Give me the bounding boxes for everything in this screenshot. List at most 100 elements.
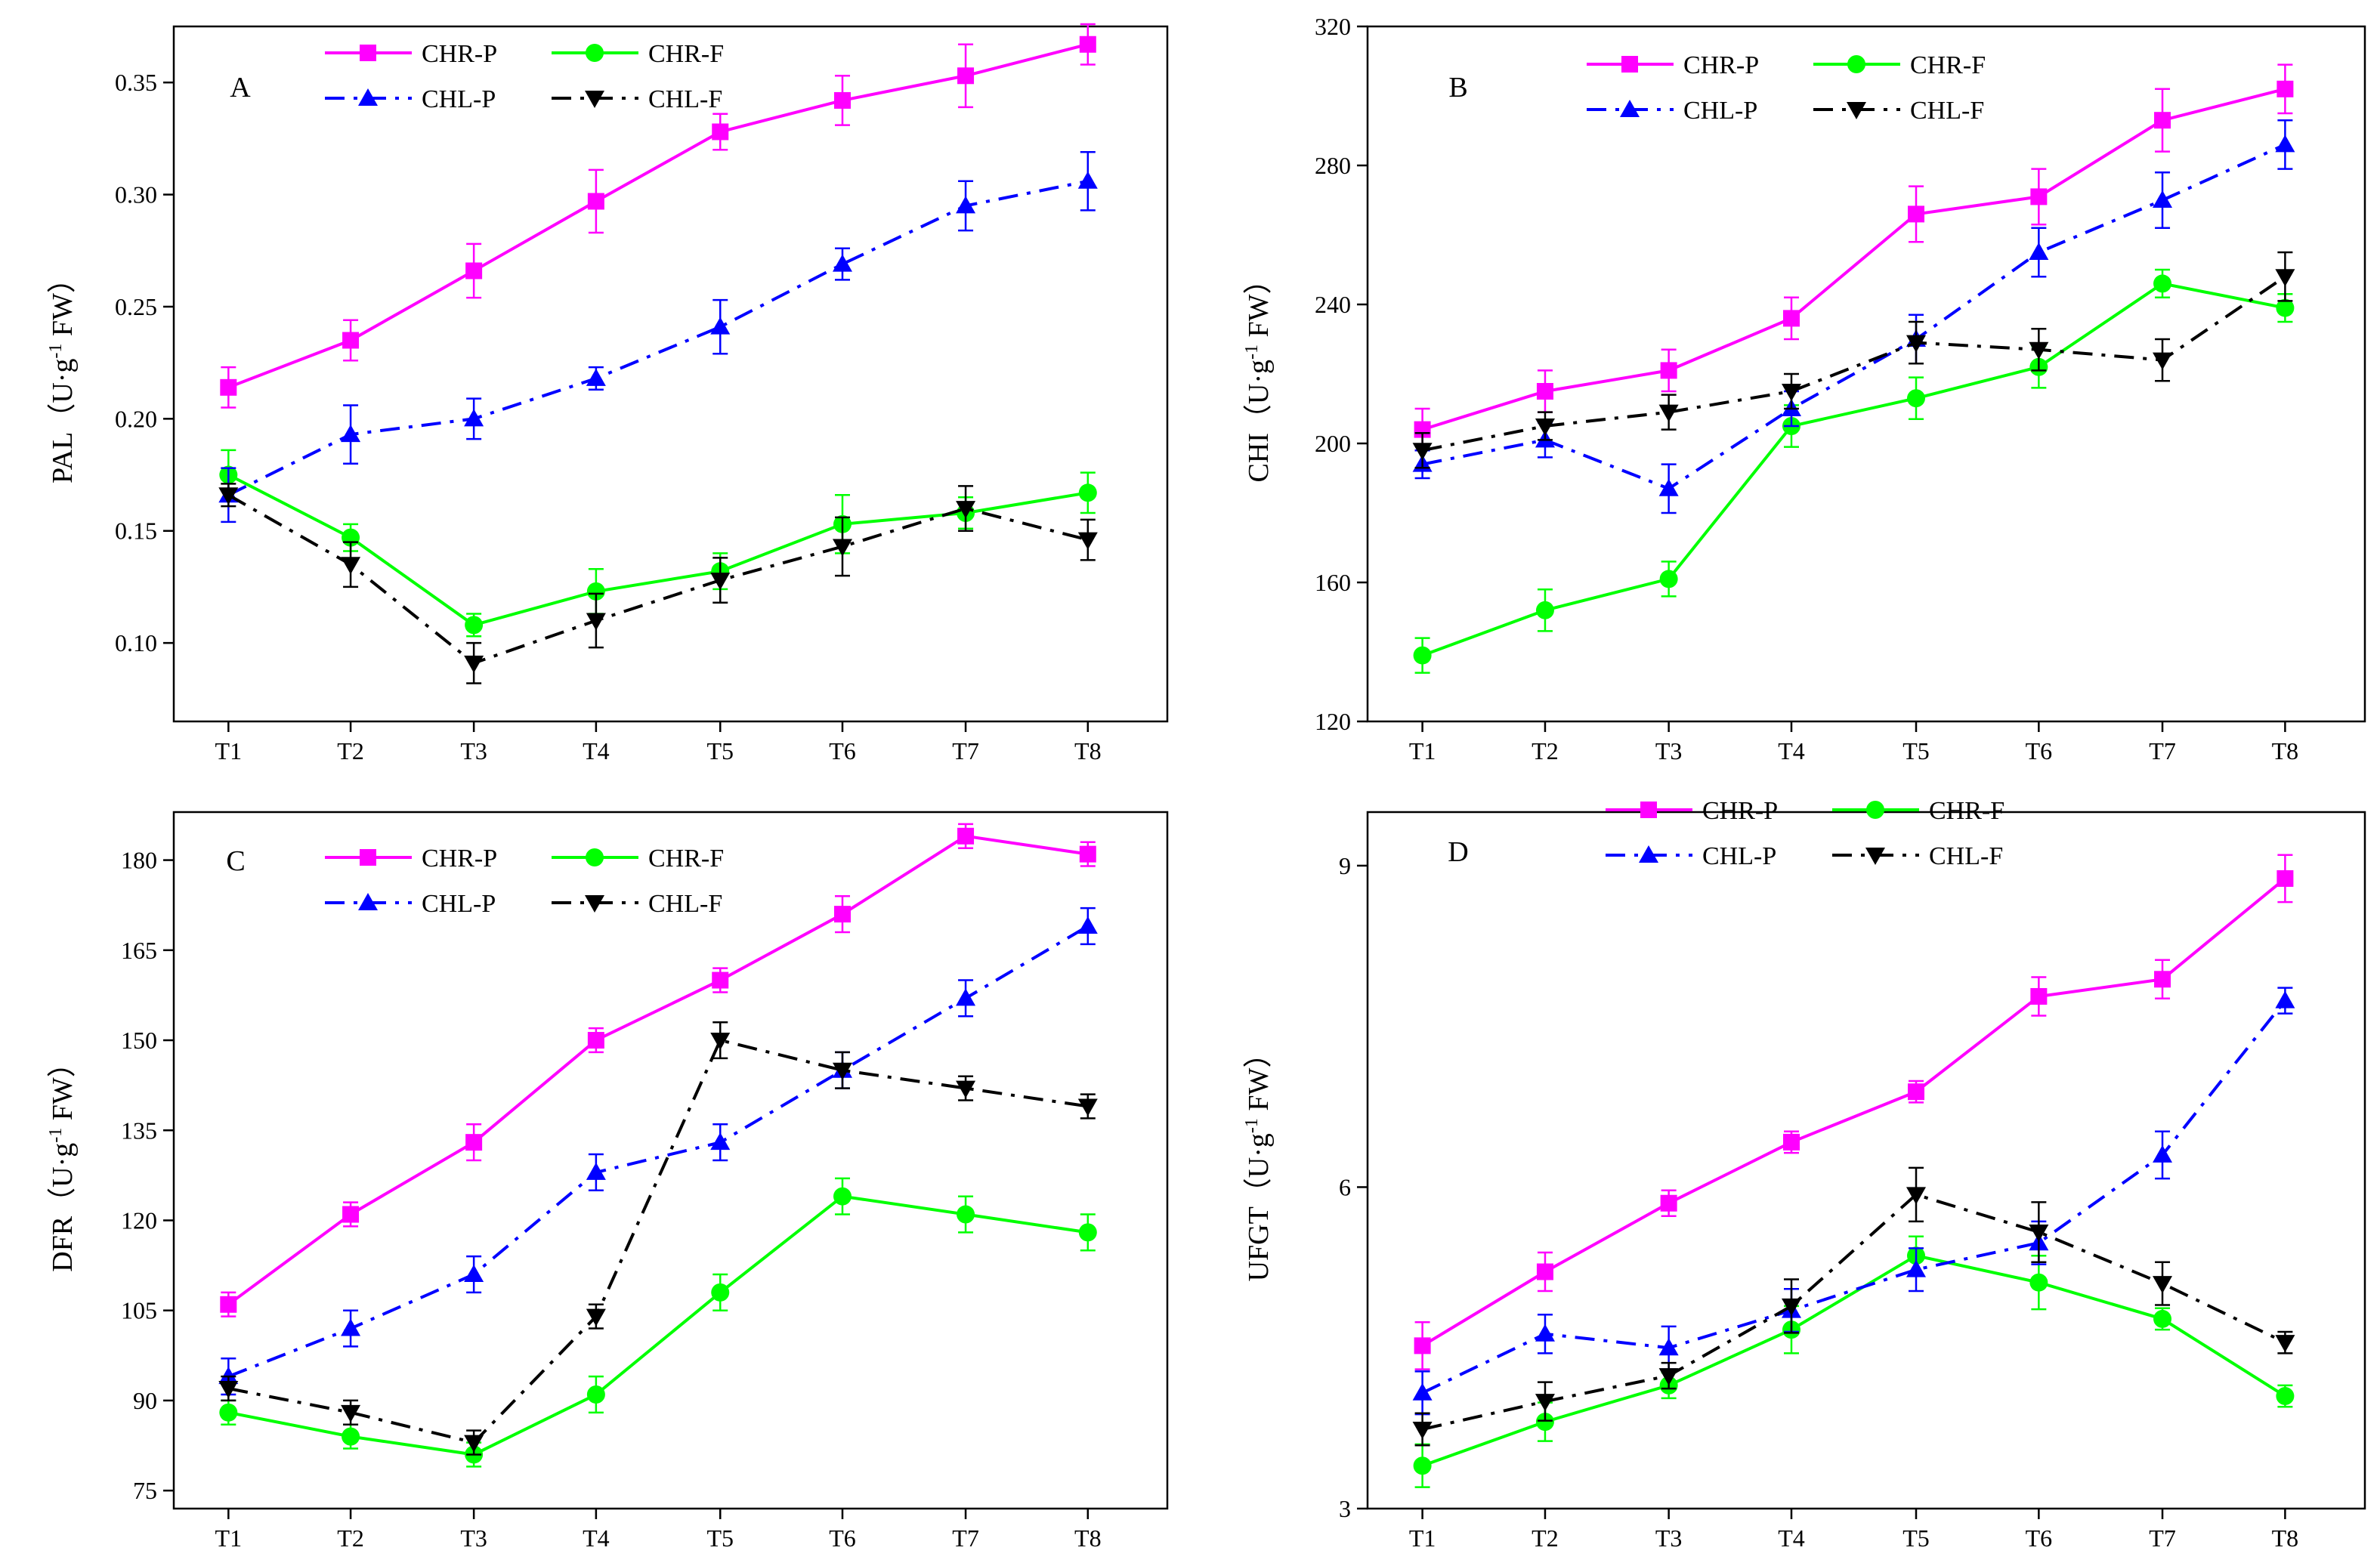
data-point (2275, 134, 2295, 153)
x-tick-label: T6 (2026, 737, 2053, 764)
y-axis-label: DFR（U·g-1 FW） (46, 1049, 79, 1272)
series-line (1421, 282, 2286, 657)
x-tick-label: T2 (337, 1524, 364, 1552)
data-point (1536, 383, 1553, 400)
series-chr-f (1413, 268, 2295, 674)
panel-label: C (226, 845, 245, 877)
data-point (1535, 1324, 1555, 1342)
series-chl-p (1412, 987, 2295, 1416)
series-line (1421, 877, 2286, 1348)
legend-item-chl-f: CHL-F (1813, 97, 1984, 125)
data-point (1907, 389, 1925, 408)
y-tick-label: 90 (133, 1387, 157, 1414)
data-point (2276, 869, 2294, 887)
data-point (2276, 80, 2294, 97)
series-chl-p (1412, 119, 2295, 514)
data-point (1660, 362, 1677, 379)
legend-item-chr-p: CHR-P (325, 40, 497, 68)
series-chl-f (218, 1021, 1098, 1456)
y-tick-label: 120 (1315, 708, 1351, 735)
data-point (956, 501, 976, 519)
data-point (586, 1308, 606, 1327)
x-tick-label: T7 (2149, 737, 2176, 764)
series-chr-p (220, 23, 1096, 409)
y-axis-label: PAL（U·g-1 FW） (46, 264, 79, 483)
legend-marker (586, 848, 604, 866)
series-chr-p (1414, 63, 2294, 452)
legend-marker (1620, 100, 1640, 117)
series-line (227, 834, 1089, 1306)
data-point (2153, 1144, 2173, 1163)
legend-marker (1640, 802, 1657, 818)
x-tick-label: T5 (706, 737, 734, 764)
data-point (1079, 36, 1096, 53)
legend-label: CHR-P (422, 40, 497, 68)
data-point (1535, 1394, 1555, 1412)
data-point (2153, 1309, 2172, 1328)
x-tick-label: T7 (952, 737, 979, 764)
legend: CHR-P CHR-F CHL-P CHL-F (1606, 797, 2004, 870)
y-tick-label: 0.35 (115, 69, 157, 96)
panel-label: A (230, 72, 251, 103)
y-tick-label: 320 (1315, 13, 1351, 40)
data-point (1078, 483, 1097, 502)
data-point (712, 123, 729, 141)
legend-label: CHL-F (1910, 97, 1984, 125)
legend-label: CHL-P (422, 85, 496, 113)
legend-marker (360, 849, 376, 866)
data-point (1906, 335, 1926, 353)
data-point (1412, 1422, 1433, 1440)
data-point (1660, 1194, 1677, 1212)
x-tick-label: T7 (2149, 1524, 2176, 1552)
data-point (464, 655, 484, 673)
y-tick-label: 280 (1315, 152, 1351, 179)
legend-item-chl-p: CHL-P (1606, 842, 1776, 870)
x-tick-label: T6 (829, 1524, 856, 1552)
x-tick-label: T7 (952, 1524, 979, 1552)
data-point (1535, 1413, 1554, 1432)
legend-label: CHL-P (422, 890, 496, 918)
y-tick-label: 0.10 (115, 629, 157, 656)
series-line (1422, 1193, 2286, 1431)
y-tick-label: 3 (1339, 1495, 1351, 1522)
chart-panel-a: 0.10 0.15 0.20 0.25 0.30 0.35 T1 T2 T3 T4 T5 T6 T7 T8… (46, 23, 1169, 764)
data-point (587, 193, 604, 210)
data-point (464, 1435, 484, 1453)
series-chr-p (1414, 854, 2294, 1370)
data-point (1412, 1382, 1433, 1401)
x-tick-label: T3 (1655, 737, 1683, 764)
legend-item-chl-p: CHL-P (325, 85, 496, 113)
legend-label: CHL-P (1702, 842, 1776, 870)
data-point (2276, 1387, 2295, 1406)
legend-item-chr-p: CHR-P (1587, 51, 1759, 79)
legend-label: CHR-P (422, 845, 497, 873)
x-tick-label: T8 (2272, 737, 2299, 764)
x-tick-label: T5 (1902, 1524, 1930, 1552)
plot-frame (172, 25, 1169, 723)
series-line (227, 1038, 1089, 1444)
data-point (712, 971, 729, 989)
data-point (465, 616, 484, 635)
legend-item-chr-p: CHR-P (1606, 797, 1778, 825)
legend-label: CHR-F (1910, 51, 1986, 79)
data-point (957, 67, 975, 85)
data-point (586, 1162, 606, 1180)
y-tick-label: 135 (121, 1117, 157, 1144)
y-tick-label: 240 (1315, 291, 1351, 318)
data-point (464, 1265, 484, 1283)
data-point (2030, 987, 2048, 1005)
series-chr-p (220, 823, 1096, 1317)
legend-marker (586, 44, 604, 62)
legend-item-chr-f: CHR-F (552, 845, 724, 873)
data-point (710, 1033, 731, 1051)
data-point (218, 1367, 239, 1385)
data-point (1783, 1133, 1800, 1151)
data-point (1077, 1098, 1098, 1117)
data-point (1783, 310, 1800, 327)
y-tick-label: 165 (121, 937, 157, 964)
data-point (2153, 274, 2172, 293)
legend-marker (358, 88, 378, 106)
data-point (1658, 478, 1679, 496)
y-axis-label: CHI（U·g-1 FW） (1242, 265, 1275, 482)
y-tick-label: 0.20 (115, 405, 157, 432)
